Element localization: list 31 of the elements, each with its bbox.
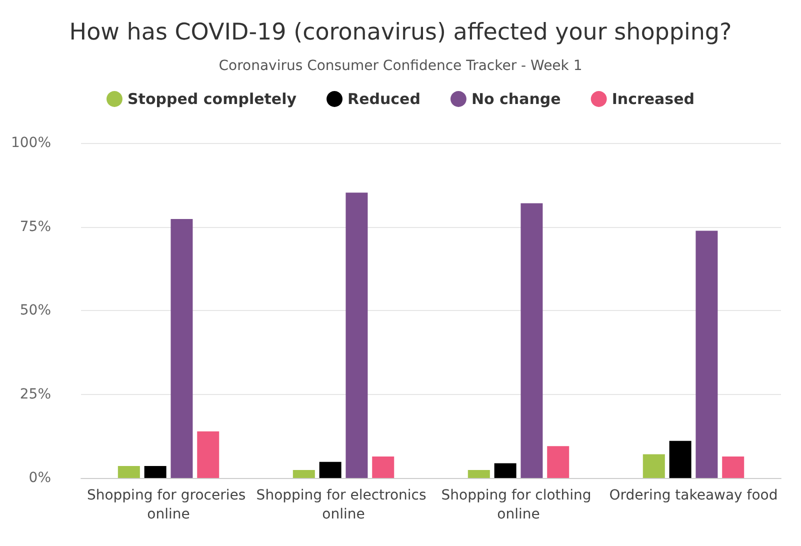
x-tick-label: Shopping for electronics online bbox=[256, 488, 431, 522]
legend-label: Increased bbox=[612, 90, 695, 108]
bar bbox=[346, 192, 368, 478]
bar bbox=[319, 462, 342, 478]
bar bbox=[118, 466, 140, 478]
x-tick-label: Shopping for clothing online bbox=[441, 488, 596, 522]
bar bbox=[547, 446, 570, 478]
bar bbox=[170, 219, 193, 478]
legend-label: No change bbox=[471, 90, 561, 108]
y-tick-label: 0% bbox=[28, 470, 52, 486]
bar bbox=[722, 456, 744, 478]
bar bbox=[520, 203, 543, 478]
bar bbox=[669, 440, 692, 478]
bar bbox=[372, 456, 394, 478]
y-tick-label: 25% bbox=[20, 386, 52, 402]
x-tick-label: Ordering takeaway food bbox=[609, 488, 778, 504]
chart-title: How has COVID-19 (coronavirus) affected your shopping? bbox=[69, 20, 732, 46]
y-tick-label: 100% bbox=[10, 135, 52, 151]
legend-label: Stopped completely bbox=[127, 90, 297, 108]
chart-subtitle: Coronavirus Consumer Confidence Tracker - Week 1 bbox=[218, 58, 582, 74]
legend-label: Reduced bbox=[348, 90, 420, 108]
bar bbox=[494, 463, 516, 478]
bar bbox=[468, 470, 490, 478]
x-tick-label: Shopping for groceries online bbox=[86, 488, 250, 522]
bar bbox=[144, 466, 166, 478]
bar bbox=[696, 230, 718, 478]
bar bbox=[292, 470, 315, 478]
y-tick-label: 75% bbox=[20, 218, 52, 235]
bar bbox=[197, 431, 220, 478]
bar bbox=[642, 454, 665, 478]
y-tick-label: 50% bbox=[20, 302, 52, 318]
